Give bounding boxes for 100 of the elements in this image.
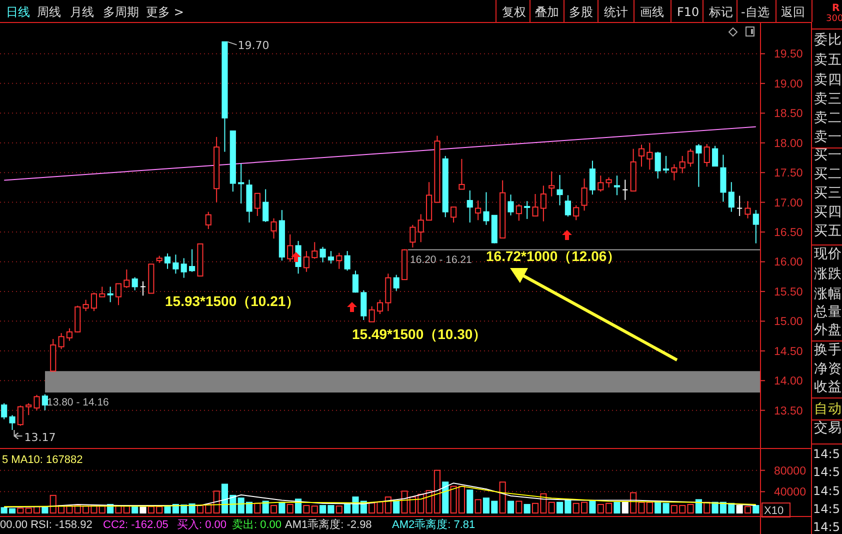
candlestick — [728, 182, 734, 212]
text: F10 — [677, 5, 700, 19]
candlestick — [17, 405, 24, 426]
bar — [17, 508, 24, 514]
y-tick-label: 14.50 — [774, 346, 803, 358]
candlestick — [238, 163, 244, 204]
candlestick — [556, 174, 563, 206]
text: 现价 — [814, 246, 842, 262]
bar — [270, 505, 278, 514]
text: 卖三 — [814, 91, 842, 107]
candlestick — [312, 242, 318, 260]
candlestick — [516, 204, 522, 222]
candlestick — [606, 176, 612, 188]
bar — [286, 504, 294, 514]
candlestick — [564, 194, 571, 218]
candlestick — [42, 394, 48, 411]
bar — [687, 504, 694, 514]
bar — [695, 499, 702, 514]
text: 14:5 — [813, 465, 840, 479]
candlestick — [475, 200, 482, 221]
text: 返回 — [781, 5, 805, 19]
text: 00.00 RSI: -158.92 — [0, 519, 92, 531]
candlestick — [614, 175, 620, 196]
candlestick — [124, 268, 130, 288]
candlestick — [508, 194, 514, 216]
annotation: 15.93*1500（10.21） — [165, 293, 300, 309]
text: 更多 > — [146, 5, 184, 19]
bar — [589, 500, 596, 514]
y-tick-label: 80000 — [774, 465, 806, 478]
candlestick — [704, 144, 710, 168]
candlestick — [132, 276, 138, 291]
y-tick-label: 18.00 — [774, 138, 803, 150]
text: 统计 — [604, 5, 628, 19]
candlestick — [180, 258, 187, 278]
candlestick — [548, 170, 555, 197]
bar — [466, 490, 474, 514]
bar — [336, 506, 342, 514]
candlestick — [638, 144, 645, 168]
candlestick — [172, 254, 179, 274]
annotation: 16.72*1000（12.06） — [486, 248, 621, 264]
candlestick — [344, 250, 350, 272]
bar — [442, 482, 449, 514]
annotation: 19.70 — [238, 38, 270, 52]
text: 净资 — [814, 361, 842, 377]
y-tick-label: 17.00 — [774, 197, 803, 210]
text: 14:5 — [813, 520, 840, 534]
y-tick-label: 15.00 — [774, 316, 803, 328]
bar — [507, 500, 514, 514]
candlestick — [540, 185, 546, 222]
candlestick — [99, 286, 106, 298]
candlestick — [254, 192, 260, 216]
text: 复权 — [502, 5, 526, 19]
candlestick — [696, 144, 702, 188]
text: 交易 — [814, 420, 842, 436]
text: 涨幅 — [814, 286, 842, 302]
candlestick — [744, 200, 751, 219]
candlestick — [679, 155, 686, 174]
candlestick — [115, 283, 122, 306]
candlestick — [712, 145, 718, 167]
candlestick — [205, 211, 212, 230]
bar — [213, 490, 220, 514]
text: 14:5 — [813, 484, 840, 498]
candlestick — [26, 402, 32, 416]
text: 收益 — [814, 379, 842, 395]
bar — [393, 500, 400, 514]
bar — [254, 502, 261, 514]
candlestick — [90, 292, 98, 312]
text: 周线 — [37, 5, 61, 19]
bar — [278, 502, 286, 514]
annotation: 15.49*1500（10.30） — [352, 326, 487, 342]
candlestick — [66, 328, 72, 342]
candlestick — [688, 148, 694, 168]
annotation: 13.17 — [24, 430, 56, 444]
candlestick — [1, 402, 8, 420]
candlestick — [262, 188, 269, 222]
text: 买入: 0.00 — [177, 518, 227, 531]
text: 换手 — [814, 342, 842, 358]
candlestick — [368, 306, 375, 322]
candlestick — [466, 190, 473, 224]
text: -自选 — [741, 5, 770, 19]
bar — [499, 482, 506, 514]
candlestick — [581, 178, 588, 212]
y-tick-label: 13.50 — [774, 405, 803, 418]
candlestick — [189, 248, 196, 272]
text: 日线 — [6, 5, 30, 19]
bar — [614, 502, 620, 514]
candlestick — [303, 250, 310, 272]
text: 涨跌 — [814, 266, 842, 282]
band-label: 16.20 - 16.21 — [410, 254, 472, 266]
candlestick — [270, 218, 277, 240]
candlestick — [287, 234, 294, 262]
candlestick — [736, 195, 743, 216]
text: 卖四 — [814, 72, 842, 88]
candlestick — [336, 252, 342, 270]
text: 多周期 — [103, 5, 139, 19]
text: 标记 — [708, 5, 733, 19]
text: 卖二 — [814, 110, 842, 126]
bar — [744, 506, 752, 514]
text: 买一 — [814, 147, 842, 163]
text: 卖五 — [814, 52, 842, 68]
